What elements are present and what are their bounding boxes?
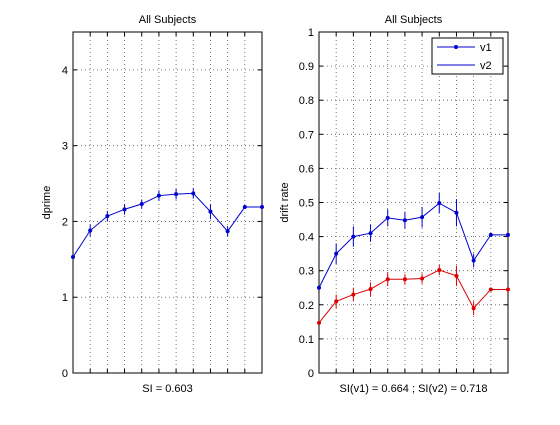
dprime-series-0-point-9 bbox=[225, 229, 230, 234]
drift-rate-series-1-point-7 bbox=[437, 268, 442, 273]
dprime-series-0-point-5 bbox=[156, 193, 161, 198]
drift-rate-series-1-point-11 bbox=[506, 287, 510, 292]
dprime-ylabel: dprime bbox=[41, 186, 53, 220]
dprime-series-0-point-8 bbox=[208, 209, 213, 214]
drift-rate-series-1-line bbox=[318, 269, 508, 324]
drift-rate-series-0-point-1 bbox=[334, 251, 339, 256]
legend-box bbox=[431, 37, 504, 75]
drift-rate-xlabel: SI(v1) = 0.664 ; SI(v2) = 0.718 bbox=[340, 383, 488, 395]
drift-rate-plot-frame bbox=[318, 31, 509, 374]
dprime-series-0-point-3 bbox=[122, 207, 127, 212]
drift-rate-series-1-point-0 bbox=[317, 320, 321, 325]
dprime-ytick-label-1: 1 bbox=[62, 292, 68, 304]
drift-rate-series-0-point-3 bbox=[368, 231, 373, 236]
drift-rate-ytick-label-8: 0.8 bbox=[299, 95, 314, 107]
drift-rate-series-0-point-5 bbox=[402, 218, 407, 223]
drift-rate-series-0-point-2 bbox=[351, 234, 356, 239]
drift-rate-ytick-label-2: 0.2 bbox=[299, 300, 314, 312]
drift-rate-series-1-point-2 bbox=[351, 292, 356, 297]
drift-rate-ytick-label-4: 0.4 bbox=[299, 232, 314, 244]
drift-rate-series-0-point-10 bbox=[488, 232, 493, 237]
dprime-series-0-point-1 bbox=[88, 228, 93, 233]
drift-rate-ytick-label-10: 1 bbox=[308, 27, 314, 39]
dprime-series-0-point-6 bbox=[174, 192, 179, 197]
drift-rate-series-1-point-10 bbox=[488, 287, 493, 292]
drift-rate-panel: 0 0.1 0.2 0.3 0.4 0.5 0.6 0.7 0.8 0.9 1 All Subjec… bbox=[279, 14, 510, 395]
drift-rate-series-1-point-9 bbox=[471, 306, 476, 311]
legend-label-v2: v2 bbox=[480, 60, 492, 72]
drift-rate-ytick-label-9: 0.9 bbox=[299, 61, 314, 73]
dprime-series-0-point-0 bbox=[71, 255, 75, 260]
dprime-series-0-point-10 bbox=[242, 205, 247, 210]
drift-rate-series-0-point-6 bbox=[420, 215, 425, 220]
drift-rate-series-1-point-1 bbox=[334, 299, 339, 304]
dprime-series-0-line bbox=[72, 192, 262, 258]
drift-rate-ytick-label-7: 0.7 bbox=[299, 129, 314, 141]
drift-rate-series-1-point-6 bbox=[420, 276, 425, 281]
drift-rate-series-0-point-9 bbox=[471, 258, 476, 263]
drift-rate-series-0-point-4 bbox=[385, 215, 390, 220]
legend-marker-v1 bbox=[454, 45, 458, 49]
dprime-ytick-label-4: 4 bbox=[62, 65, 68, 77]
drift-rate-ytick-label-0: 0 bbox=[308, 368, 314, 380]
dprime-ytick-label-3: 3 bbox=[62, 141, 68, 153]
dprime-plot-frame bbox=[72, 31, 263, 374]
drift-rate-series-0-point-7 bbox=[437, 201, 442, 206]
drift-rate-ylabel: drift rate bbox=[279, 182, 291, 222]
drift-rate-series-0-point-0 bbox=[317, 285, 321, 290]
drift-rate-ytick-label-6: 0.6 bbox=[299, 163, 314, 175]
dprime-series-0-point-7 bbox=[191, 191, 196, 196]
drift-rate-ytick-label-5: 0.5 bbox=[299, 198, 314, 210]
drift-rate-ytick-label-1: 0.1 bbox=[299, 334, 314, 346]
legend-label-v1: v1 bbox=[480, 42, 492, 54]
legend: v1 v2 bbox=[431, 37, 504, 75]
dprime-series-0-point-2 bbox=[105, 214, 110, 219]
dprime-title: All Subjects bbox=[139, 14, 197, 26]
dprime-xlabel: SI = 0.603 bbox=[142, 383, 192, 395]
drift-rate-title: All Subjects bbox=[385, 14, 443, 26]
drift-rate-series-0-point-8 bbox=[454, 210, 459, 215]
drift-rate-series-0-point-11 bbox=[506, 232, 510, 237]
dprime-ytick-label-2: 2 bbox=[62, 216, 68, 228]
drift-rate-series-1-point-3 bbox=[368, 287, 373, 292]
dprime-series-0-point-4 bbox=[139, 202, 144, 207]
dprime-series-0-point-11 bbox=[260, 205, 264, 210]
dprime-panel: 0 1 2 3 4 All Subjects SI = 0.603 dprime bbox=[41, 14, 264, 395]
drift-rate-series-0-line bbox=[318, 202, 508, 288]
drift-rate-ytick-label-3: 0.3 bbox=[299, 266, 314, 278]
drift-rate-series-1-point-4 bbox=[385, 277, 390, 282]
drift-rate-series-1-point-5 bbox=[402, 277, 407, 282]
dprime-ytick-label-0: 0 bbox=[62, 368, 68, 380]
drift-rate-series-1-point-8 bbox=[454, 273, 459, 278]
